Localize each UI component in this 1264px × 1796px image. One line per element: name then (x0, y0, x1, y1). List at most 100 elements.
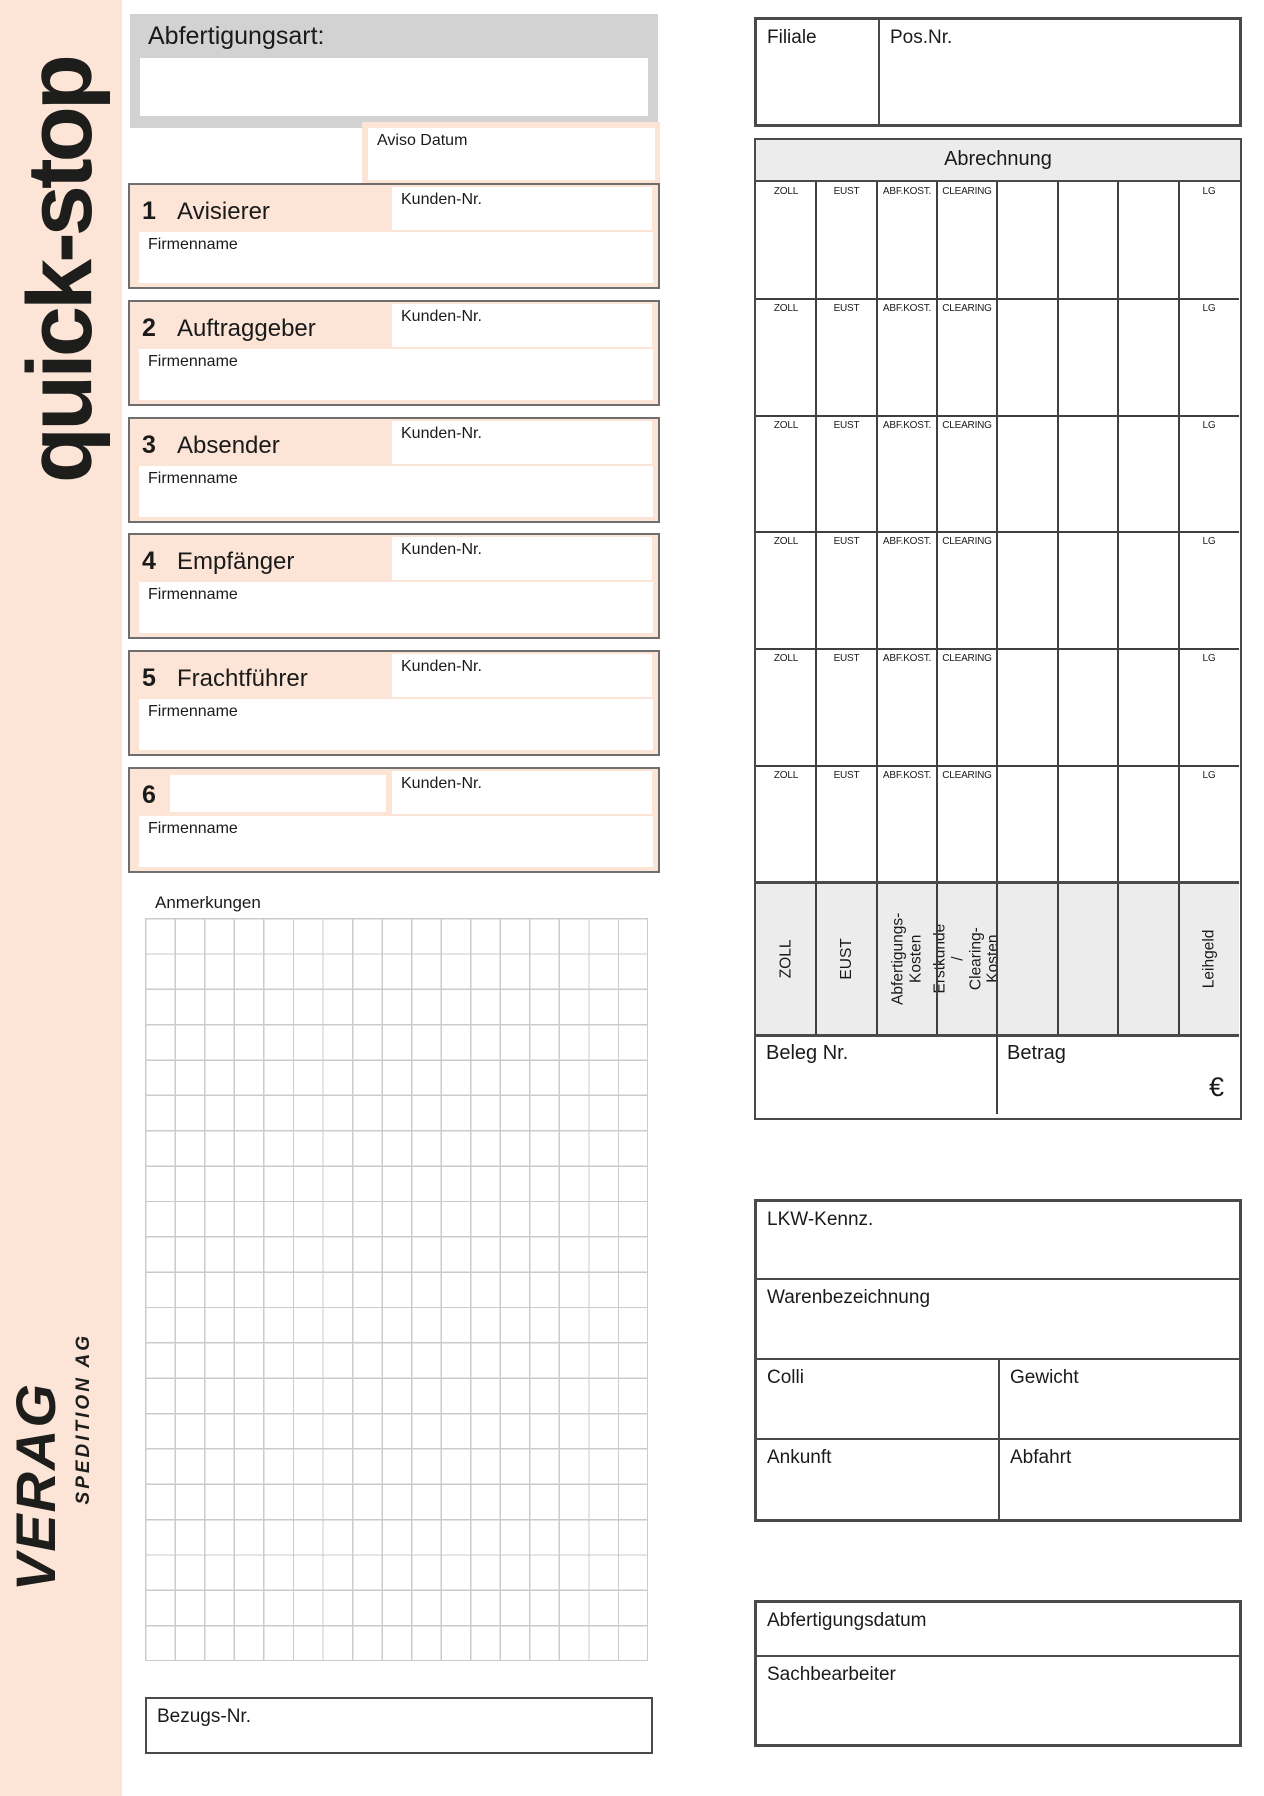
brand-logo-verag: VERAG (4, 1382, 67, 1592)
section-2-kundennr-input[interactable]: Kunden-Nr. (392, 304, 652, 347)
abrechnung-cell[interactable] (937, 416, 997, 532)
firmenname-label: Firmenname (148, 586, 238, 603)
abrechnung-cell[interactable] (877, 532, 937, 649)
section-4-kundennr-input[interactable]: Kunden-Nr. (392, 537, 652, 580)
brand-sidebar (0, 0, 122, 1796)
beleg-betrag-divider (996, 1035, 998, 1114)
abrechnung-cell[interactable] (1179, 532, 1239, 649)
lkw-kennz-label: LKW-Kennz. (767, 1209, 874, 1230)
abrechnung-cell[interactable] (816, 766, 877, 883)
colli-label: Colli (767, 1367, 804, 1388)
gewicht-field[interactable]: Gewicht (998, 1360, 1239, 1438)
abrechnung-cell[interactable] (756, 299, 816, 416)
section-number: 5 (142, 664, 156, 692)
abfertigungsdatum-label: Abfertigungsdatum (767, 1610, 927, 1631)
abrechnung-cell[interactable] (997, 182, 1058, 299)
abrechnung-cell[interactable] (937, 532, 997, 649)
section-3-kundennr-input[interactable]: Kunden-Nr. (392, 421, 652, 464)
abrechnung-cell[interactable] (1058, 766, 1118, 883)
abrechnung-cell[interactable] (1058, 532, 1118, 649)
abrechnung-cell[interactable] (877, 649, 937, 766)
abrechnung-cell[interactable] (877, 182, 937, 299)
abrechnung-cell[interactable] (1058, 649, 1118, 766)
abrechnung-cell[interactable] (877, 416, 937, 532)
abrechnung-cell[interactable] (816, 649, 877, 766)
abrechnung-col-label: LG (1202, 770, 1216, 781)
abrechnung-cell[interactable] (816, 416, 877, 532)
abrechnung-cell[interactable] (997, 649, 1058, 766)
colli-field[interactable]: Colli (757, 1360, 998, 1438)
aviso-datum-label: Aviso Datum (377, 132, 468, 149)
abrechnung-cell[interactable] (756, 416, 816, 532)
abrechnung-cell[interactable] (1058, 416, 1118, 532)
abrechnung-col-label: ABF.KOST. (882, 536, 932, 547)
abrechnung-cell[interactable] (937, 182, 997, 299)
warenbezeichnung-field[interactable]: Warenbezeichnung (757, 1278, 1239, 1358)
posnr-field[interactable]: Pos.Nr. (878, 20, 1241, 124)
section-6-title-input[interactable] (170, 775, 386, 812)
abrechnung-cell[interactable] (1179, 416, 1239, 532)
abrechnung-cell[interactable] (756, 532, 816, 649)
section-2-firmenname-input[interactable]: Firmenname (139, 349, 653, 400)
abrechnung-cell[interactable] (1179, 649, 1239, 766)
section-1-kundennr-input[interactable]: Kunden-Nr. (392, 187, 652, 230)
abrechnung-cell[interactable] (937, 649, 997, 766)
firmenname-label: Firmenname (148, 236, 238, 253)
abrechnung-cell[interactable] (997, 416, 1058, 532)
betrag-input[interactable] (997, 1035, 1239, 1114)
abrechnung-cell[interactable] (1118, 182, 1179, 299)
abrechnung-col-label: EUST (833, 770, 860, 781)
filiale-field[interactable]: Filiale (757, 20, 878, 124)
abrechnung-cell[interactable] (756, 766, 816, 883)
abrechnung-col-label: ABF.KOST. (882, 186, 932, 197)
abrechnung-cell[interactable] (1118, 416, 1179, 532)
section-1-firmenname-input[interactable]: Firmenname (139, 232, 653, 283)
abrechnung-cell[interactable] (997, 299, 1058, 416)
abrechnung-cell[interactable] (997, 766, 1058, 883)
abrechnung-cell[interactable] (1118, 766, 1179, 883)
abrechnung-col-label: LG (1202, 536, 1216, 547)
abrechnung-cell[interactable] (1118, 649, 1179, 766)
abrechnung-cell[interactable] (1179, 182, 1239, 299)
section-3-firmenname-input[interactable]: Firmenname (139, 466, 653, 517)
section-5-firmenname-input[interactable]: Firmenname (139, 699, 653, 750)
abrechnung-cell[interactable] (1118, 299, 1179, 416)
abfertigungsart-panel: Abfertigungsart: (130, 14, 658, 128)
abrechnung-cell[interactable] (937, 299, 997, 416)
abrechnung-col-label: LG (1202, 186, 1216, 197)
abrechnung-cell[interactable] (1118, 532, 1179, 649)
abfertigungsart-input[interactable] (140, 58, 648, 116)
section-6-firmenname-input[interactable]: Firmenname (139, 816, 653, 867)
abfertigungsdatum-field[interactable]: Abfertigungsdatum (757, 1603, 1239, 1655)
lkw-kennz-field[interactable]: LKW-Kennz. (757, 1202, 1239, 1278)
table-row-line (756, 881, 1239, 884)
abrechnung-cell[interactable] (756, 182, 816, 299)
anmerkungen-grid[interactable] (145, 918, 648, 1661)
table-row-line (756, 298, 1239, 300)
abrechnung-cell[interactable] (1179, 299, 1239, 416)
abrechnung-cell[interactable] (1058, 299, 1118, 416)
sachbearbeiter-field[interactable]: Sachbearbeiter (757, 1655, 1239, 1744)
section-5-kundennr-input[interactable]: Kunden-Nr. (392, 654, 652, 697)
abrechnung-cell[interactable] (877, 299, 937, 416)
section-6-kundennr-input[interactable]: Kunden-Nr. (392, 771, 652, 814)
abrechnung-cell[interactable] (816, 532, 877, 649)
abrechnung-cell[interactable] (1058, 182, 1118, 299)
beleg-nr-input[interactable] (756, 1035, 997, 1114)
abrechnung-cell[interactable] (816, 182, 877, 299)
abfahrt-field[interactable]: Abfahrt (998, 1440, 1239, 1519)
abrechnung-cell[interactable] (937, 766, 997, 883)
abrechnung-cell[interactable] (877, 766, 937, 883)
abrechnung-cell[interactable] (1179, 766, 1239, 883)
abrechnung-cell[interactable] (997, 532, 1058, 649)
bezugs-nr-field[interactable]: Bezugs-Nr. (145, 1697, 653, 1754)
section-4-firmenname-input[interactable]: Firmenname (139, 582, 653, 633)
aviso-datum-input[interactable]: Aviso Datum (368, 128, 655, 180)
abrechnung-cell[interactable] (816, 299, 877, 416)
abrechnung-cell[interactable] (756, 649, 816, 766)
abrechnung-col-label: ZOLL (773, 303, 799, 314)
colli-gewicht-row: Colli Gewicht (757, 1358, 1239, 1438)
ankunft-field[interactable]: Ankunft (757, 1440, 998, 1519)
section-5-frachtfuehrer: 5 Frachtführer Kunden-Nr. Firmenname (128, 650, 660, 756)
